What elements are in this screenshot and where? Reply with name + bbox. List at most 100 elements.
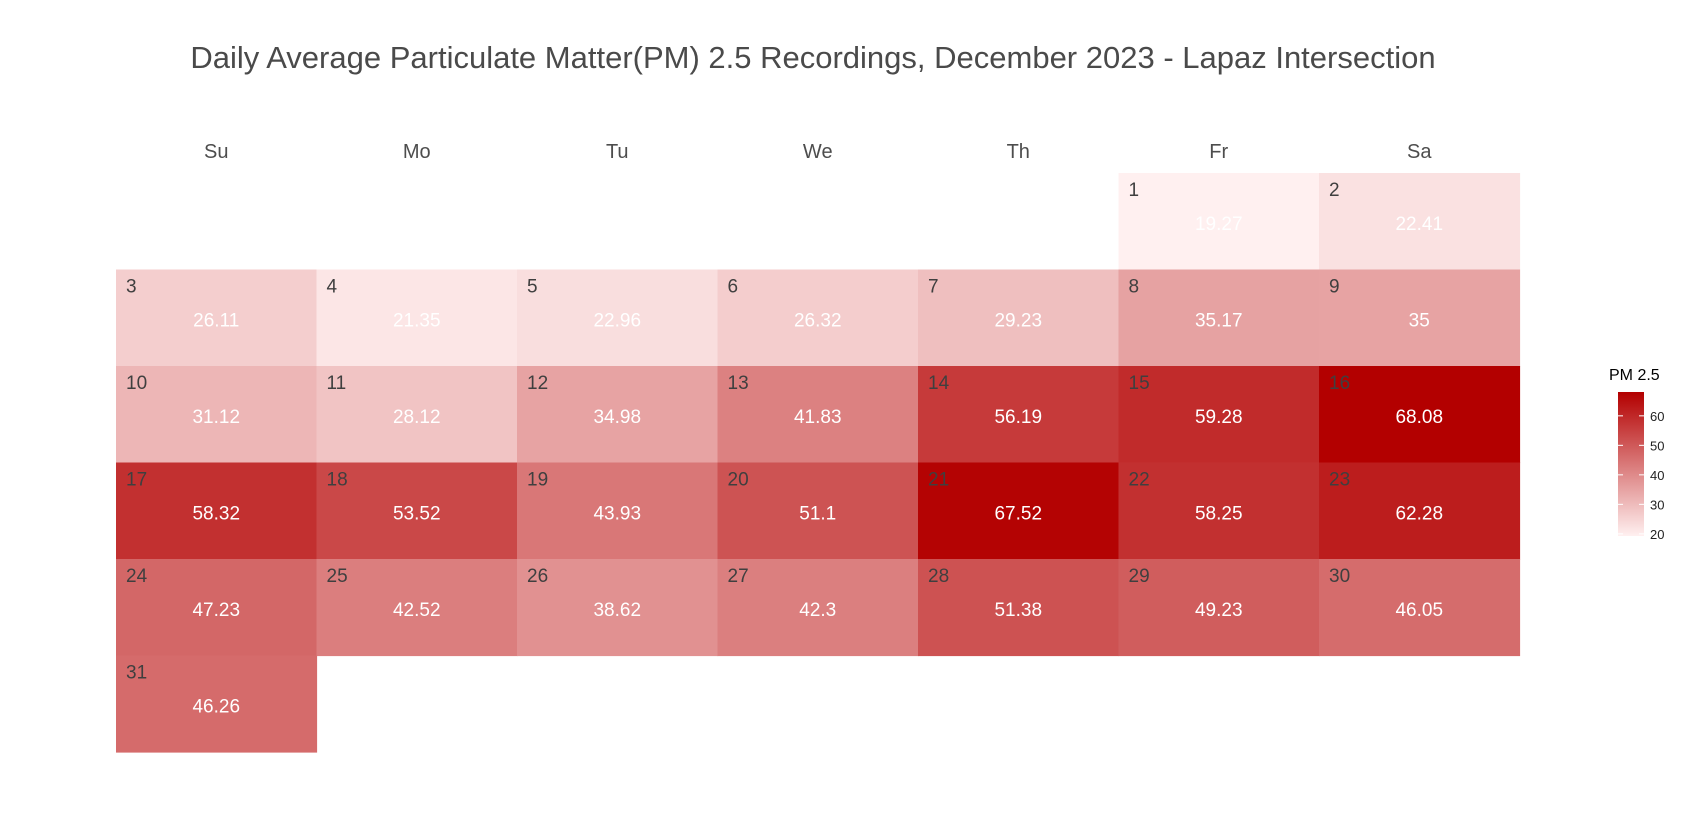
day-tile [1118, 462, 1320, 560]
pm25-value-label: 26.11 [193, 311, 239, 332]
pm25-value-label: 29.23 [994, 311, 1042, 332]
weekday-label: Fr [1209, 141, 1228, 163]
day-number: 26 [527, 566, 548, 587]
day-tile [1319, 173, 1521, 271]
calendar-day-cell: 19 43.93 [517, 462, 719, 560]
day-number: 2 [1329, 180, 1340, 201]
pm25-value-label: 38.62 [593, 600, 641, 621]
day-tile [316, 366, 518, 464]
chart-title: Daily Average Particulate Matter(PM) 2.5… [190, 40, 1436, 75]
day-number: 22 [1129, 470, 1150, 491]
pm25-value-label: 49.23 [1195, 600, 1243, 621]
day-tile [1319, 366, 1521, 464]
pm25-value-label: 46.05 [1395, 600, 1443, 621]
day-tile [116, 559, 318, 657]
day-number: 12 [527, 373, 548, 394]
legend-tick-label: 60 [1650, 409, 1664, 424]
pm25-value-label: 41.83 [794, 407, 842, 428]
day-tile [1118, 173, 1320, 271]
calendar-day-cell: 30 46.05 [1319, 559, 1521, 657]
pm25-value-label: 42.3 [799, 600, 836, 621]
pm25-value-label: 59.28 [1195, 407, 1243, 428]
day-number: 16 [1329, 373, 1350, 394]
calendar-day-cell: 326.11 [116, 269, 318, 367]
pm25-value-label: 51.1 [799, 504, 836, 525]
day-number: 7 [928, 277, 939, 298]
day-number: 18 [327, 470, 348, 491]
day-number: 4 [327, 277, 338, 298]
pm25-value-label: 47.23 [192, 600, 240, 621]
day-tile [1319, 269, 1521, 367]
day-number: 20 [728, 470, 749, 491]
calendar-cells: 119.27222.41326.11421.35522.96626.32729.… [116, 173, 1521, 753]
calendar-day-cell: 222.41 [1319, 173, 1521, 271]
calendar-day-cell: 626.32 [717, 269, 919, 367]
pm25-value-label: 62.28 [1395, 504, 1443, 525]
pm25-value-label: 22.41 [1395, 214, 1443, 235]
legend-title: PM 2.5 [1609, 367, 1660, 384]
weekday-label: Sa [1407, 141, 1432, 163]
pm25-value-label: 67.52 [994, 504, 1042, 525]
day-number: 25 [327, 566, 348, 587]
calendar-day-cell: 13 41.83 [717, 366, 919, 464]
day-tile [517, 462, 719, 560]
day-number: 31 [126, 663, 147, 684]
day-tile [1118, 269, 1320, 367]
legend-tick-label: 40 [1650, 468, 1664, 483]
day-number: 14 [928, 373, 950, 394]
calendar-day-cell: 29 49.23 [1118, 559, 1320, 657]
pm25-value-label: 53.52 [393, 504, 441, 525]
day-number: 28 [928, 566, 949, 587]
day-tile [316, 559, 518, 657]
calendar-day-cell: 15 59.28 [1118, 366, 1320, 464]
pm25-value-label: 31.12 [192, 407, 240, 428]
day-number: 13 [728, 373, 749, 394]
day-number: 19 [527, 470, 548, 491]
pm25-value-label: 35 [1409, 311, 1430, 332]
calendar-day-cell: 26 38.62 [517, 559, 719, 657]
day-number: 27 [728, 566, 749, 587]
calendar-day-cell: 14 56.19 [918, 366, 1120, 464]
day-number: 11 [327, 373, 347, 394]
pm25-value-label: 68.08 [1395, 407, 1443, 428]
day-tile [116, 462, 318, 560]
day-tile [717, 269, 919, 367]
day-tile [717, 462, 919, 560]
calendar-day-cell: 22 58.25 [1118, 462, 1320, 560]
day-number: 5 [527, 277, 538, 298]
weekday-label: Mo [403, 141, 431, 163]
calendar-day-cell: 11 28.12 [316, 366, 518, 464]
pm25-value-label: 34.98 [593, 407, 641, 428]
weekday-label: Th [1007, 141, 1030, 163]
pm25-value-label: 28.12 [393, 407, 441, 428]
day-number: 6 [728, 277, 739, 298]
day-tile [517, 366, 719, 464]
calendar-day-cell: 9 35 [1319, 269, 1521, 367]
pm25-value-label: 19.27 [1195, 214, 1243, 235]
day-number: 23 [1329, 470, 1350, 491]
calendar-day-cell: 10 31.12 [116, 366, 318, 464]
weekday-header: Su Mo Tu We Th Fr Sa [204, 141, 1432, 163]
day-tile [918, 462, 1120, 560]
pm25-value-label: 43.93 [593, 504, 641, 525]
legend-tick-label: 20 [1650, 527, 1664, 542]
day-tile [517, 269, 719, 367]
pm25-value-label: 42.52 [393, 600, 441, 621]
pm25-value-label: 22.96 [593, 311, 641, 332]
calendar-day-cell: 24 47.23 [116, 559, 318, 657]
day-number: 9 [1329, 277, 1340, 298]
day-tile [1118, 559, 1320, 657]
day-tile [717, 559, 919, 657]
legend-tick-label: 50 [1650, 438, 1664, 453]
calendar-day-cell: 12 34.98 [517, 366, 719, 464]
day-tile [918, 269, 1120, 367]
day-tile [116, 269, 318, 367]
day-number: 29 [1129, 566, 1150, 587]
pm25-value-label: 21.35 [393, 311, 441, 332]
day-tile [918, 366, 1120, 464]
calendar-day-cell: 835.17 [1118, 269, 1320, 367]
calendar-day-cell: 28 51.38 [918, 559, 1120, 657]
day-number: 21 [928, 470, 949, 491]
weekday-label: Tu [606, 141, 629, 163]
calendar-day-cell: 27 42.3 [717, 559, 919, 657]
